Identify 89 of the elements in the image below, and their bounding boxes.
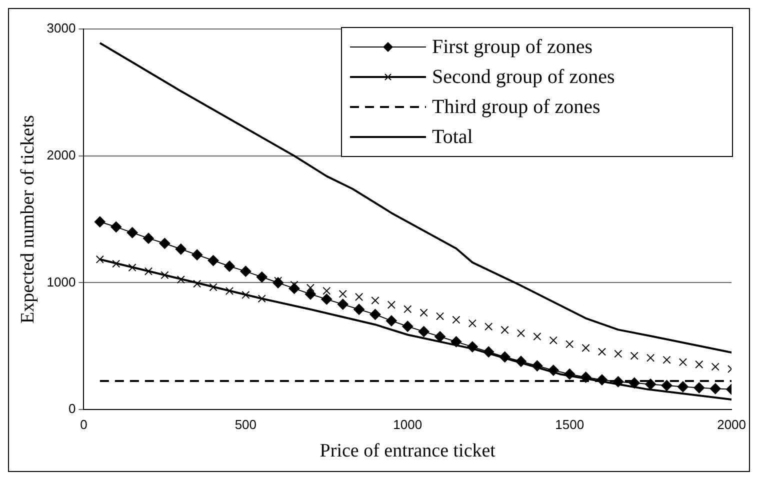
point: [436, 312, 444, 320]
legend-label: Third group of zones: [432, 95, 600, 120]
point: [175, 244, 186, 255]
point: [208, 255, 219, 266]
point: [549, 336, 558, 344]
point: [532, 360, 543, 372]
x-axis-title: Price of entrance ticket: [320, 440, 496, 462]
point: [695, 360, 704, 368]
point: [450, 336, 462, 348]
point: [110, 221, 122, 232]
point: [225, 286, 234, 296]
point: [143, 232, 154, 244]
point: [337, 298, 348, 310]
point: [256, 272, 268, 283]
x-tick-label: 1000: [393, 416, 422, 432]
point: [418, 326, 430, 338]
point: [321, 294, 332, 305]
point: [662, 356, 671, 364]
point: [94, 216, 106, 228]
point: [564, 368, 576, 380]
x-tick-label: 2000: [717, 416, 746, 432]
point: [322, 286, 331, 295]
point: [484, 322, 493, 331]
y-axis-title: Expected number of tickets: [17, 115, 38, 324]
point: [710, 383, 721, 394]
point: [112, 260, 120, 268]
point: [468, 319, 476, 328]
point: [500, 326, 509, 334]
point: [240, 266, 252, 277]
legend-label: First group of zones: [432, 35, 593, 60]
point: [387, 300, 396, 309]
point: [209, 283, 218, 292]
point: [452, 316, 460, 324]
x-tick-label: 500: [234, 416, 257, 432]
point: [128, 263, 136, 272]
point: [598, 348, 606, 356]
point: [466, 341, 478, 352]
point: [661, 380, 672, 391]
point: [434, 331, 446, 342]
point: [371, 296, 380, 305]
point: [499, 351, 510, 362]
point: [192, 249, 203, 260]
point: [386, 315, 397, 326]
point: [628, 377, 640, 388]
point: [711, 362, 720, 371]
legend-label: Second group of zones: [432, 65, 615, 90]
point: [483, 346, 494, 358]
point: [566, 340, 574, 348]
legend-label: Total: [432, 125, 473, 150]
point: [402, 320, 414, 332]
point: [646, 354, 655, 362]
point: [144, 267, 153, 276]
point: [354, 304, 365, 315]
x-tick-label: 1500: [555, 416, 584, 432]
point: [516, 329, 526, 338]
point: [370, 308, 381, 320]
y-tick-label: 2000: [46, 147, 76, 162]
point: [582, 344, 590, 352]
point: [193, 280, 202, 288]
point: [224, 260, 235, 272]
point: [176, 276, 185, 284]
point: [159, 238, 170, 249]
point: [678, 358, 687, 366]
point: [258, 294, 266, 303]
point: [96, 255, 104, 264]
point: [614, 350, 622, 358]
point: [420, 308, 428, 317]
point: [304, 288, 316, 300]
point: [306, 284, 314, 292]
point: [630, 352, 638, 360]
y-tick-label: 3000: [46, 20, 76, 36]
point: [533, 332, 542, 341]
point: [596, 374, 608, 386]
point: [242, 290, 250, 299]
point: [677, 381, 688, 392]
point: [338, 290, 347, 298]
point: [694, 382, 705, 394]
point: [355, 292, 364, 301]
x-tick-label: 0: [80, 416, 88, 432]
point: [580, 372, 592, 383]
point: [645, 378, 656, 390]
point: [404, 305, 412, 314]
y-tick-label: 1000: [46, 274, 76, 290]
y-tick-label: 0: [68, 401, 76, 416]
point: [126, 227, 138, 238]
point: [612, 376, 624, 388]
point: [516, 356, 526, 367]
point: [548, 364, 559, 376]
point: [160, 271, 169, 280]
